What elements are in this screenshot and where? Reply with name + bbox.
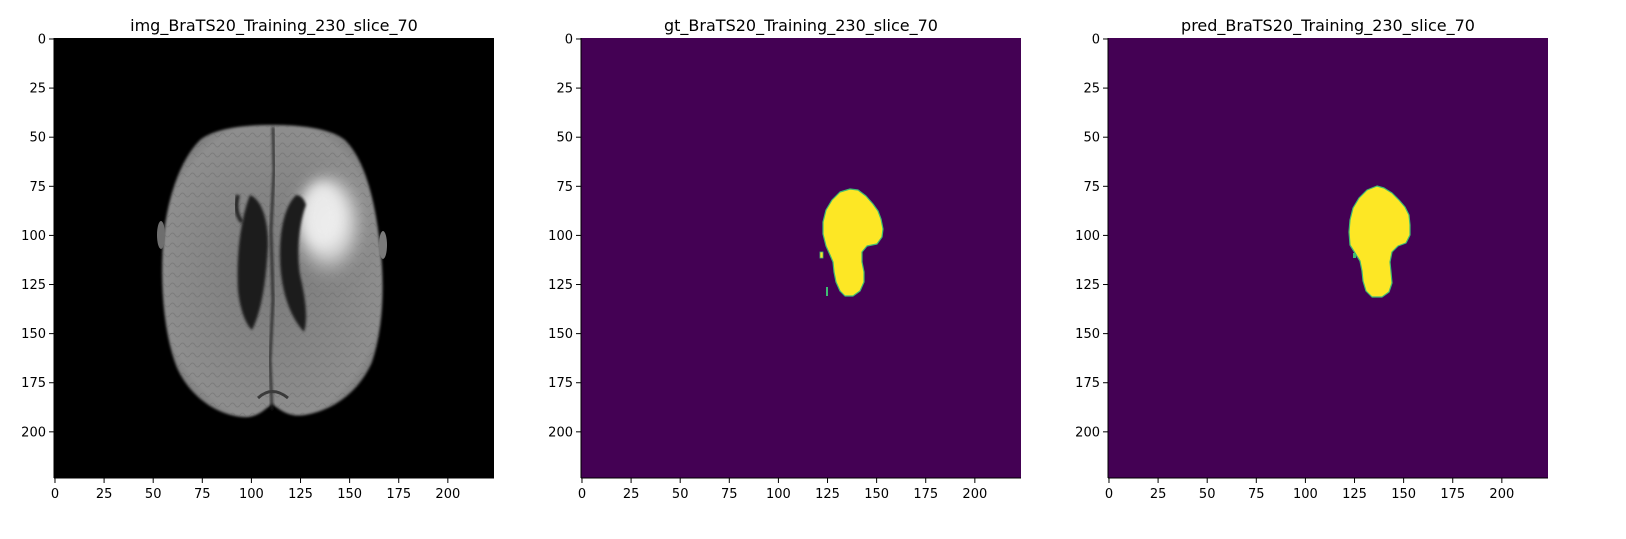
- panel-image-title: img_BraTS20_Training_230_slice_70: [130, 16, 418, 36]
- panel-prediction-x-tick-label: 75: [1248, 487, 1265, 502]
- panel-image-x-tick-label: 50: [145, 487, 162, 502]
- ground-truth-mask: [819, 188, 884, 297]
- panel-prediction-title: pred_BraTS20_Training_230_slice_70: [1181, 16, 1475, 36]
- panel-ground-truth-x-tick-label: 100: [766, 487, 791, 502]
- panel-image-x-tick-label: 100: [239, 487, 264, 502]
- panel-prediction-plot: [1108, 38, 1548, 478]
- panel-prediction-x-tick-label: 100: [1293, 487, 1318, 502]
- panel-ground-truth-x-tick-label: 175: [913, 487, 938, 502]
- panel-ground-truth-x-tick-label: 150: [864, 487, 889, 502]
- panel-image-y-tick-label: 0: [38, 32, 46, 47]
- panel-ground-truth-title: gt_BraTS20_Training_230_slice_70: [664, 16, 938, 36]
- panel-image-y-tick-label: 75: [29, 180, 46, 195]
- panel-prediction-x-tick-label: 25: [1150, 487, 1167, 502]
- panel-prediction-x-tick-label: 175: [1440, 487, 1465, 502]
- panel-prediction-x-tick-label: 0: [1105, 487, 1113, 502]
- panel-prediction-y-tick-label: 25: [1083, 82, 1100, 97]
- panel-image-y-tick-label: 25: [29, 82, 46, 97]
- panel-prediction-y-tick-label: 200: [1075, 425, 1100, 440]
- panel-ground-truth-x-axis: 0 25 50 75 100 125 150 175 200: [578, 477, 1021, 502]
- panel-ground-truth-y-tick-label: 100: [548, 229, 573, 244]
- panel-prediction-y-tick-label: 50: [1083, 131, 1100, 146]
- panel-image-y-tick-label: 125: [21, 278, 46, 293]
- panel-image-x-tick-label: 125: [288, 487, 313, 502]
- panel-ground-truth-y-tick-label: 200: [548, 425, 573, 440]
- panel-ground-truth-y-tick-label: 175: [548, 376, 573, 391]
- panel-ground-truth-plot: [581, 38, 1021, 478]
- panel-image-x-tick-label: 175: [386, 487, 411, 502]
- panel-ground-truth-y-tick-label: 0: [565, 32, 573, 47]
- panel-image-y-tick-label: 50: [29, 131, 46, 146]
- panel-ground-truth-y-tick-label: 75: [556, 180, 573, 195]
- panel-ground-truth-x-tick-label: 0: [578, 487, 586, 502]
- panel-prediction-y-tick-label: 175: [1075, 376, 1100, 391]
- panel-prediction-y-tick-label: 0: [1092, 32, 1100, 47]
- panel-prediction-y-tick-label: 125: [1075, 278, 1100, 293]
- panel-prediction: pred_BraTS20_Training_230_slice_70 0 25 50…: [1075, 16, 1548, 502]
- panel-prediction-y-tick-label: 75: [1083, 180, 1100, 195]
- panel-image-y-tick-label: 100: [21, 229, 46, 244]
- panel-prediction-x-tick-label: 50: [1199, 487, 1216, 502]
- panel-prediction-x-tick-label: 125: [1342, 487, 1367, 502]
- panel-ground-truth-y-tick-label: 150: [548, 327, 573, 342]
- panel-image-x-tick-label: 200: [435, 487, 460, 502]
- panel-ground-truth: gt_BraTS20_Training_230_slice_70 0 25 50 75…: [548, 16, 1021, 502]
- panel-image-x-axis: 0 25 50 75 100 125 150 175 200: [51, 477, 494, 502]
- brain-scan: [157, 125, 387, 418]
- panel-image: img_BraTS20_Training_230_slice_70: [21, 16, 494, 502]
- panel-ground-truth-x-tick-label: 75: [721, 487, 738, 502]
- panel-prediction-y-axis: 0 25 50 75 100 125 150 175 200: [1075, 32, 1109, 478]
- panel-ground-truth-y-tick-label: 25: [556, 82, 573, 97]
- panel-prediction-y-tick-label: 150: [1075, 327, 1100, 342]
- panel-image-x-tick-label: 150: [337, 487, 362, 502]
- panel-ground-truth-x-tick-label: 25: [623, 487, 640, 502]
- panel-image-y-tick-label: 150: [21, 327, 46, 342]
- panel-image-plot: [54, 38, 494, 478]
- panel-image-y-tick-label: 175: [21, 376, 46, 391]
- panel-prediction-x-tick-label: 200: [1489, 487, 1514, 502]
- panel-ground-truth-y-tick-label: 125: [548, 278, 573, 293]
- panel-ground-truth-x-tick-label: 50: [672, 487, 689, 502]
- panel-prediction-y-tick-label: 100: [1075, 229, 1100, 244]
- panel-image-x-tick-label: 0: [51, 487, 59, 502]
- panel-image-x-tick-label: 75: [194, 487, 211, 502]
- prediction-mask: [1348, 185, 1411, 298]
- panel-image-y-axis: 0 25 50 75 100 125 150 175 200: [21, 32, 55, 478]
- panel-ground-truth-x-tick-label: 125: [815, 487, 840, 502]
- panel-prediction-x-tick-label: 150: [1391, 487, 1416, 502]
- panel-ground-truth-background: [581, 38, 1021, 478]
- panel-ground-truth-x-tick-label: 200: [962, 487, 987, 502]
- panel-prediction-x-axis: 0 25 50 75 100 125 150 175 200: [1105, 477, 1548, 502]
- panel-ground-truth-y-axis: 0 25 50 75 100 125 150 175 200: [548, 32, 582, 478]
- panel-image-x-tick-label: 25: [96, 487, 113, 502]
- panel-image-y-tick-label: 200: [21, 425, 46, 440]
- panel-prediction-background: [1108, 38, 1548, 478]
- panel-ground-truth-y-tick-label: 50: [556, 131, 573, 146]
